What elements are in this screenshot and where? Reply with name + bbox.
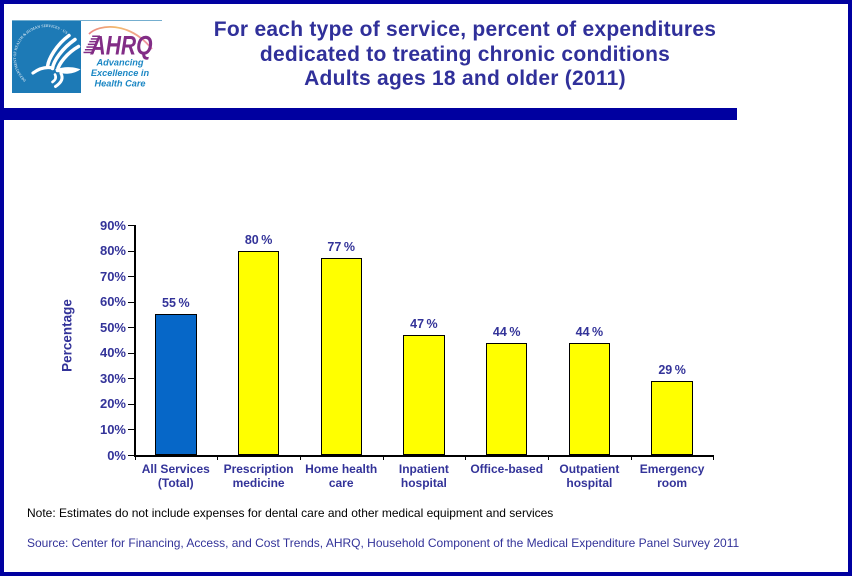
svg-text:Health Care: Health Care: [94, 78, 145, 88]
svg-text:Excellence in: Excellence in: [91, 68, 150, 78]
svg-text:AHRQ: AHRQ: [90, 31, 153, 61]
svg-text:Advancing: Advancing: [96, 58, 144, 68]
